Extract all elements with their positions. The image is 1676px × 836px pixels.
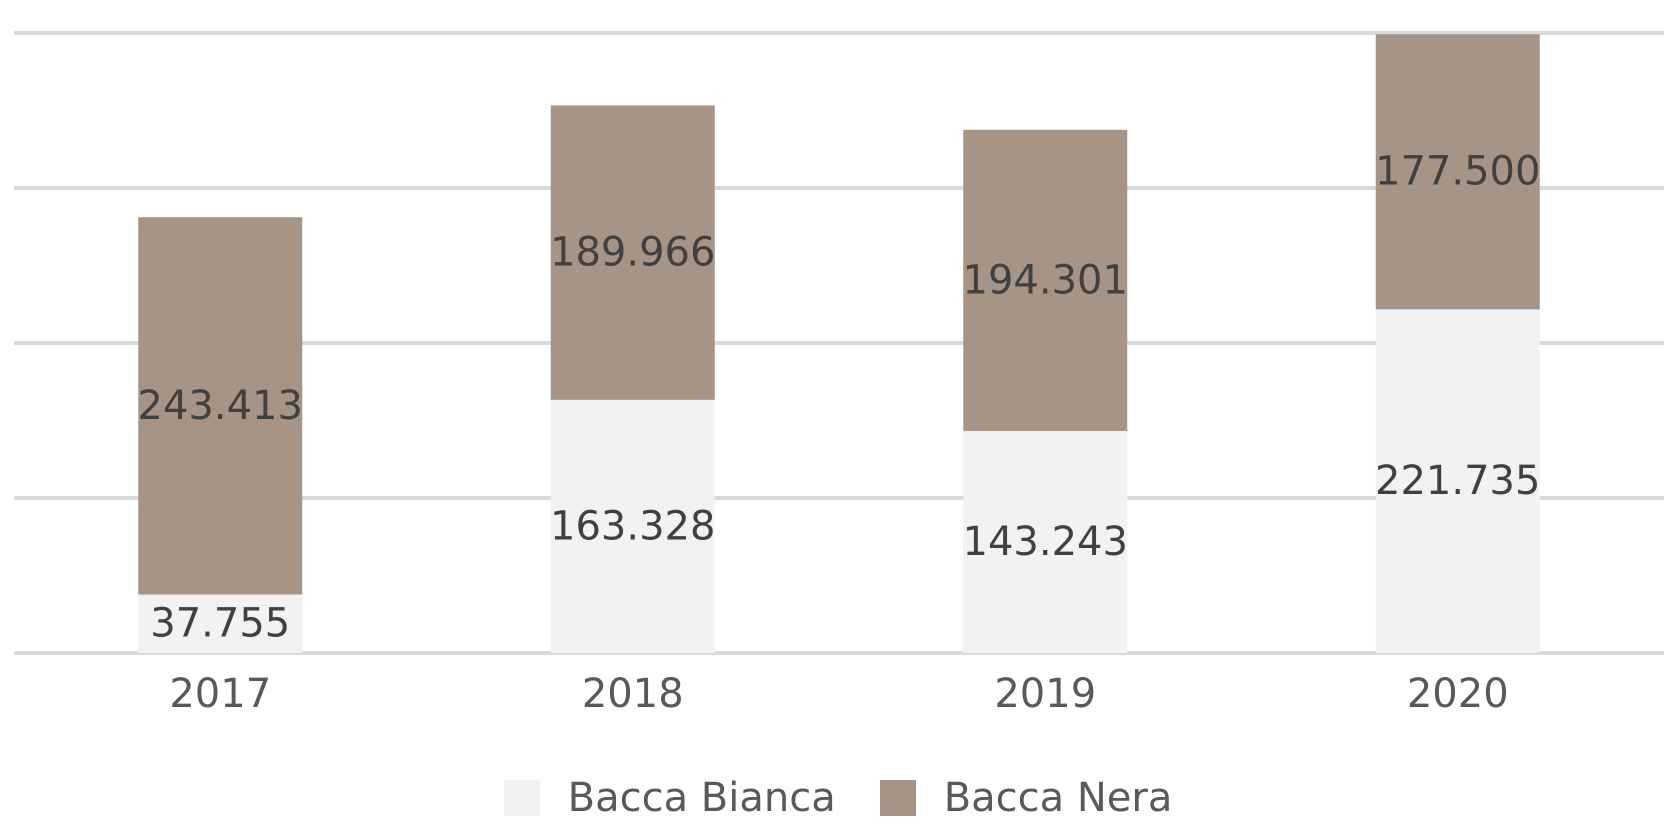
data-label-bacca-bianca-2017: 37.755 [150,601,290,647]
x-tick-label-2020: 2020 [1407,671,1509,717]
data-label-bacca-nera-2019: 194.301 [963,257,1128,303]
data-label-bacca-bianca-2019: 143.243 [963,519,1128,565]
bar-bacca-nera-2017 [138,217,303,595]
bar-bacca-bianca-2019 [963,430,1128,653]
data-label-bacca-nera-2020: 177.500 [1375,149,1540,195]
data-label-bacca-bianca-2020: 221.735 [1375,458,1540,504]
x-tick-label-2017: 2017 [169,671,271,717]
bar-bacca-nera-2019 [963,129,1128,431]
legend-item-bacca-nera: Bacca Nera [879,775,1173,821]
legend-label-bacca-bianca: Bacca Bianca [567,775,836,821]
x-tick-label-2018: 2018 [582,671,684,717]
bar-bacca-bianca-2020 [1375,309,1540,653]
legend-swatch-bacca-bianca [503,780,540,816]
bar-bacca-bianca-2017 [138,594,303,653]
data-labels: 37.755 243.413 163.328 189.966 143.243 194.30… [138,149,1541,647]
x-tick-label-2019: 2019 [994,671,1096,717]
data-label-bacca-bianca-2018: 163.328 [550,503,715,549]
x-axis-tick-labels: 2017 2018 2019 2020 [169,671,1508,717]
legend-label-bacca-nera: Bacca Nera [943,775,1173,821]
bar-bacca-nera-2020 [1375,34,1540,310]
legend: Bacca Bianca Bacca Nera [0,770,1676,826]
chart-plot-area: 37.755 243.413 163.328 189.966 143.243 194.30… [14,31,1664,717]
legend-item-bacca-bianca: Bacca Bianca [503,775,836,821]
bar-bacca-nera-2018 [550,105,715,400]
bars [138,34,1540,653]
bar-bacca-bianca-2018 [550,399,715,653]
legend-swatch-bacca-nera [879,780,916,816]
data-label-bacca-nera-2017: 243.413 [138,383,303,429]
data-label-bacca-nera-2018: 189.966 [550,230,715,276]
